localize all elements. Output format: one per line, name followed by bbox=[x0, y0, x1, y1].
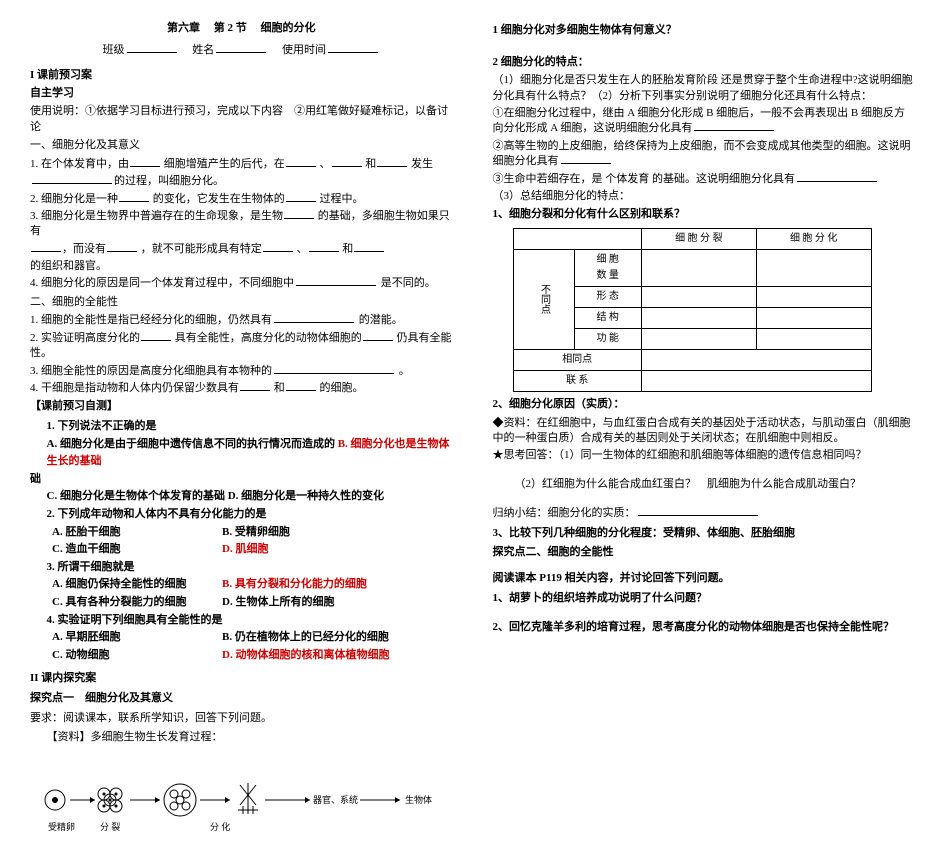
think-2: （2）红细胞为什么能合成血红蛋白？ 肌细胞为什么能合成肌动蛋白？ bbox=[493, 476, 916, 494]
requirement: 要求：阅读课本，联系所学知识，回答下列问题。 bbox=[30, 710, 453, 728]
r-q3h: 2、细胞分化原因（实质）： bbox=[493, 396, 916, 414]
r-q2h: 2 细胞分化的特点： bbox=[493, 54, 916, 72]
chapter: 第六章 bbox=[167, 22, 200, 34]
section-2-h: II 课内探究案 bbox=[30, 670, 453, 688]
summary-line: 归纳小结：细胞分化的实质： bbox=[493, 505, 916, 523]
process-diagram-svg: 受精卵 分 裂 分 化 器官、系统 生物体 bbox=[30, 755, 450, 835]
preview-heading: I 课前预习案 bbox=[30, 67, 453, 85]
q4-options-2: C. 动物细胞 D. 动物体细胞的核和离体植物细胞 bbox=[30, 647, 453, 665]
row-link: 联 系 bbox=[513, 370, 641, 391]
quiz-heading: 【课前预习自测】 bbox=[30, 398, 453, 416]
read-note: 阅读课本 P119 相关内容，并讨论回答下列问题。 bbox=[493, 570, 916, 588]
svg-text:器官、系统: 器官、系统 bbox=[313, 794, 358, 805]
use-note: 使用说明：①依据学习目标进行预习，完成以下内容 ②用红笔做好疑难标记，以备讨论 bbox=[30, 104, 453, 135]
compare-line: 3、比较下列几种细胞的分化程度：受精卵、体细胞、胚胎细胞 bbox=[493, 525, 916, 543]
row-struct: 结 构 bbox=[574, 307, 641, 328]
svg-text:生物体: 生物体 bbox=[405, 794, 432, 805]
section-title: 细胞的分化 bbox=[261, 22, 316, 34]
rq1: 1、胡萝卜的组织培养成功说明了什么问题？ bbox=[493, 590, 916, 608]
q4: 4. 实验证明下列细胞具有全能性的是 bbox=[30, 612, 453, 630]
line-3: 3. 细胞分化是生物界中普遍存在的生命现象，是生物 的基础，多细胞生物如果只有 bbox=[30, 209, 453, 240]
topic-1: 一、细胞分化及其意义 bbox=[30, 137, 453, 155]
q2-options: A. 胚胎干细胞 B. 受精卵细胞 C. 造血干细胞 D. 肌细胞 bbox=[30, 524, 453, 559]
line-5: 1. 细胞的全能性是指已经经分化的细胞，仍然具有 的潜能。 bbox=[30, 313, 453, 328]
svg-text:分 裂: 分 裂 bbox=[100, 822, 120, 832]
q3-options-2: C. 具有各种分裂能力的细胞 D. 生物体上所有的细胞 bbox=[30, 594, 453, 612]
line-4: 4. 细胞分化的原因是同一个体发育过程中，不同细胞中 是不同的。 bbox=[30, 276, 453, 291]
r-q2-3: （3）总结细胞分化的特点： bbox=[493, 189, 916, 204]
q1: 1. 下列说法不正确的是 bbox=[30, 418, 453, 436]
class-label: 班级 bbox=[103, 44, 125, 56]
line-3b: ，而没有 ，就不可能形成具有特定 、 和 bbox=[30, 242, 453, 257]
r-q2-2a: ①在细胞分化过程中，继由 A 细胞分化形成 B 细胞后，一般不会再表现出 B 细… bbox=[493, 106, 916, 137]
diagram: 受精卵 分 裂 分 化 器官、系统 生物体 bbox=[30, 755, 453, 841]
row-same: 相同点 bbox=[513, 349, 641, 370]
line-2: 2. 细胞分化是一种 的变化，它发生在生物体的 过程中。 bbox=[30, 192, 453, 207]
r-q2-1: （1）细胞分化是否只发生在人的胚胎发育阶段 还是贯穿于整个生命进程中?这说明细胞… bbox=[493, 73, 916, 104]
doc-title: 第六章 第 2 节 细胞的分化 bbox=[30, 20, 453, 38]
col-split: 细 胞 分 裂 bbox=[641, 228, 756, 249]
q1-row2: 础 bbox=[30, 471, 453, 489]
row-count: 细 胞数 量 bbox=[574, 249, 641, 286]
line-7: 3. 细胞全能性的原因是高度分化细胞具有本物种的 。 bbox=[30, 364, 453, 379]
line-8: 4. 干细胞是指动物和人体内仍保留少数具有 和 的细胞。 bbox=[30, 381, 453, 396]
q2: 2. 下列成年动物和人体内不具有分化能力的是 bbox=[30, 506, 453, 524]
header-fields: 班级 姓名 使用时间 bbox=[30, 42, 453, 60]
r-q1: 1 细胞分化对多细胞生物体有何意义？ bbox=[493, 22, 916, 40]
line-1: 1. 在个体发育中，由 细胞增殖产生的后代，在 、 和 发生 bbox=[30, 157, 453, 172]
col-diff: 细 胞 分 化 bbox=[756, 228, 871, 249]
q3-options: A. 细胞仍保持全能性的细胞 B. 具有分裂和分化能力的细胞 bbox=[30, 576, 453, 594]
q1-row: A. 细胞分化是由于细胞中遗传信息不同的执行情况而造成的 B. 细胞分化也是生物… bbox=[30, 436, 453, 471]
svg-text:分 化: 分 化 bbox=[210, 821, 230, 832]
rq2: 2、回忆克隆羊多利的培育过程，思考高度分化的动物体细胞是否也保持全能性呢？ bbox=[493, 619, 916, 637]
diag-label-0: 受精卵 bbox=[48, 821, 75, 832]
line-3c: 的组织和器官。 bbox=[30, 259, 453, 274]
name-label: 姓名 bbox=[192, 44, 214, 56]
explore-1: 探究点一 细胞分化及其意义 bbox=[30, 690, 453, 708]
material-1: ◆资料：在红细胞中，与血红蛋白合成有关的基因处于活动状态，与肌动蛋白（肌细胞中的… bbox=[493, 416, 916, 447]
r-q2-2b: ②高等生物的上皮细胞，给终保持为上皮细胞，而不会变成成其他类型的细胞。这说明细胞… bbox=[493, 139, 916, 170]
row-diff: 不同点 bbox=[513, 249, 574, 349]
section-num: 第 2 节 bbox=[214, 22, 247, 34]
topic-2: 二、细胞的全能性 bbox=[30, 294, 453, 312]
r-q2-2c: ③生命中若细存在，是 个体发育 的基础。这说明细胞分化具有 bbox=[493, 172, 916, 187]
material-h: 【资料】多细胞生物生长发育过程： bbox=[30, 729, 453, 747]
row-shape: 形 态 bbox=[574, 286, 641, 307]
line-1f: 的过程，叫细胞分化。 bbox=[30, 174, 453, 189]
self-study-h: 自主学习 bbox=[30, 85, 453, 103]
left-column: 第六章 第 2 节 细胞的分化 班级 姓名 使用时间 I 课前预习案 自主学习 … bbox=[30, 20, 453, 648]
explore-2: 探究点二、细胞的全能性 bbox=[493, 544, 916, 562]
line-6: 2. 实验证明高度分化的 具有全能性，高度分化的动物体细胞的 仍具有全能性。 bbox=[30, 331, 453, 362]
right-column: 1 细胞分化对多细胞生物体有何意义？ 2 细胞分化的特点： （1）细胞分化是否只… bbox=[493, 20, 916, 648]
q3: 3. 所谓干细胞就是 bbox=[30, 559, 453, 577]
q1-row3: C. 细胞分化是生物体个体发育的基础 D. 细胞分化是一种持久性的变化 bbox=[30, 488, 453, 506]
table-heading: 1、细胞分裂和分化有什么区别和联系？ bbox=[493, 206, 916, 224]
think-1: ★思考回答：（1）同一生物体的红细胞和肌细胞等体细胞的遗传信息相同吗？ bbox=[493, 448, 916, 463]
compare-table: 细 胞 分 裂 细 胞 分 化 不同点 细 胞数 量 形 态 结 构 功 能 相… bbox=[513, 228, 872, 392]
q4-options: A. 早期胚细胞 B. 仍在植物体上的已经分化的细胞 bbox=[30, 629, 453, 647]
row-func: 功 能 bbox=[574, 328, 641, 349]
time-label: 使用时间 bbox=[282, 44, 326, 56]
